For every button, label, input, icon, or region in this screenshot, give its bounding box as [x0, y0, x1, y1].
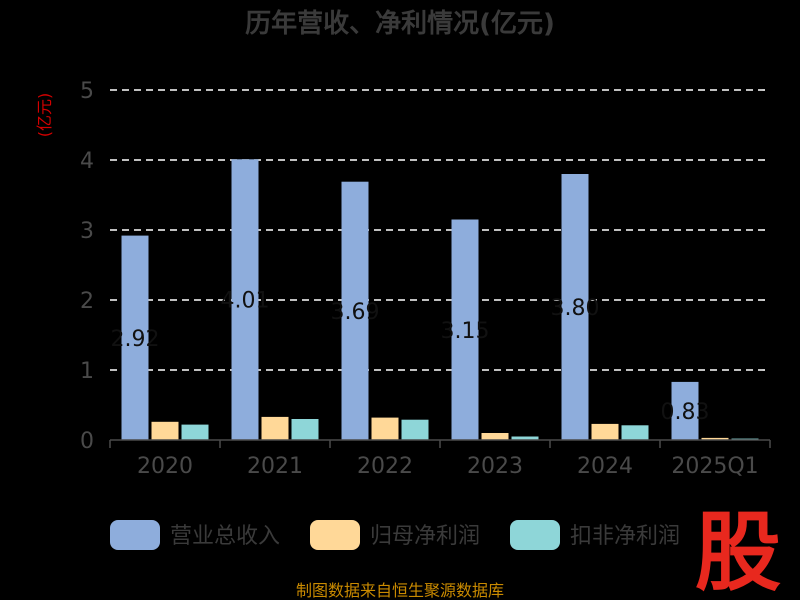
x-tick-label: 2020: [137, 454, 193, 479]
data-label: 4.01: [221, 289, 270, 314]
brand-logo: 股: [695, 503, 781, 600]
y-tick-label: 3: [80, 219, 94, 244]
data-label: 3.15: [441, 319, 490, 344]
legend-label: 扣非净利润: [570, 524, 680, 549]
x-axis: 2020 2021 2022 2023 2024 2025Q1: [109, 439, 771, 479]
y-tick-label: 0: [80, 429, 94, 454]
bar-series-0: [451, 219, 479, 440]
bar-series-1: [591, 423, 619, 440]
bar-series-1: [371, 417, 399, 440]
chart-title: 历年营收、净利情况(亿元): [245, 8, 555, 39]
y-tick-label: 2: [80, 289, 94, 314]
legend-swatch: [310, 520, 360, 550]
x-tick-label: 2023: [467, 454, 523, 479]
y-axis-unit: (亿元): [35, 93, 54, 138]
data-labels: 2.92 4.01 3.69 3.15 3.80 0.83: [111, 289, 710, 425]
legend-swatch: [110, 520, 160, 550]
legend-item-0[interactable]: 营业总收入: [110, 520, 280, 550]
bar-series-2: [401, 419, 429, 440]
bar-series-0: [341, 181, 369, 440]
bar-series-1: [151, 421, 179, 440]
y-tick-label: 1: [80, 359, 94, 384]
bar-series-0: [121, 235, 149, 440]
data-label: 3.80: [551, 296, 600, 321]
legend[interactable]: 营业总收入 归母净利润 扣非净利润: [110, 520, 680, 550]
x-tick-label: 2024: [577, 454, 633, 479]
bar-series-0: [561, 174, 589, 440]
y-tick-label: 5: [80, 79, 94, 104]
data-source-note: 制图数据来自恒生聚源数据库: [296, 581, 504, 600]
legend-item-1[interactable]: 归母净利润: [310, 520, 480, 550]
x-tick-label: 2021: [247, 454, 303, 479]
bar-series-2: [621, 425, 649, 440]
legend-label: 营业总收入: [170, 524, 280, 549]
bar-series-0: [231, 159, 259, 441]
legend-item-2[interactable]: 扣非净利润: [510, 520, 680, 550]
bar-series-0: [671, 381, 699, 440]
legend-swatch: [510, 520, 560, 550]
bar-series-2: [511, 436, 539, 440]
legend-label: 归母净利润: [370, 524, 480, 549]
y-axis-ticks: 0 1 2 3 4 5: [80, 79, 94, 454]
bar-series-1: [701, 437, 729, 440]
bar-series-1: [261, 416, 289, 440]
data-label: 2.92: [111, 327, 160, 352]
gridlines: [110, 89, 770, 371]
bar-series-1: [481, 433, 509, 440]
data-label: 3.69: [331, 300, 380, 325]
bar-series-2: [291, 419, 319, 440]
bars: [121, 159, 759, 441]
bar-series-2: [181, 424, 209, 440]
data-label: 0.83: [661, 400, 710, 425]
x-tick-label: 2022: [357, 454, 413, 479]
y-tick-label: 4: [80, 149, 94, 174]
x-tick-label: 2025Q1: [671, 454, 758, 479]
